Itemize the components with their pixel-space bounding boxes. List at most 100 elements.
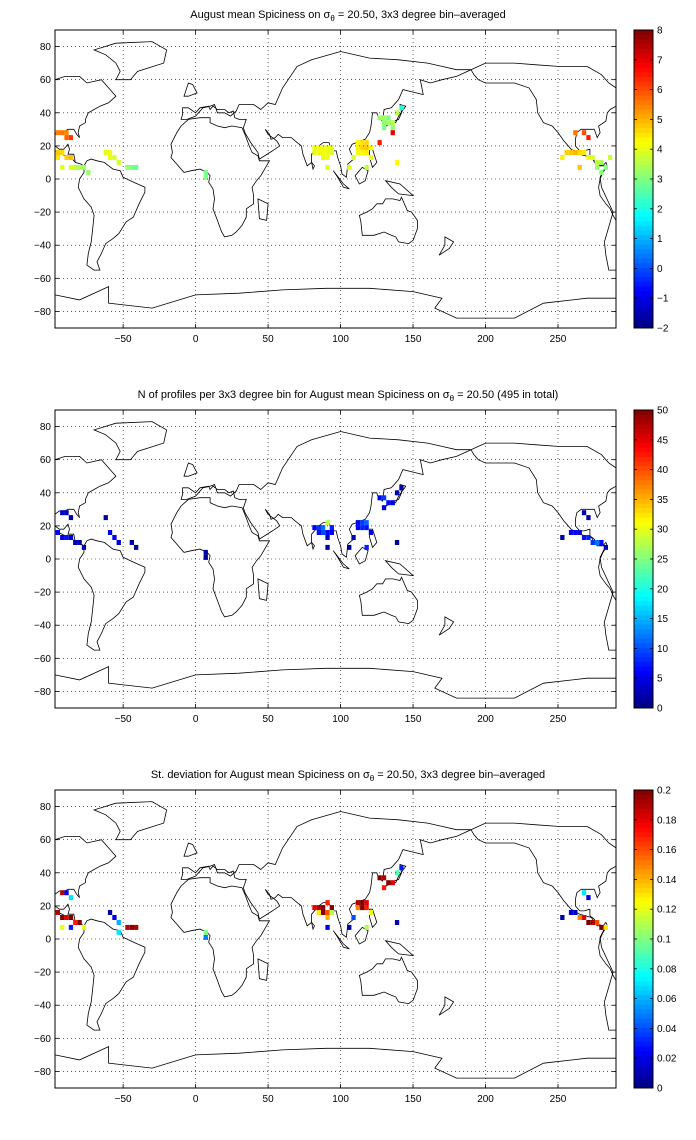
data-cell [386,120,391,126]
data-cell [86,169,91,175]
colorbar-segment [634,192,653,199]
colorbar-segment [634,461,653,467]
colorbar-segment [634,295,653,301]
data-cell [316,905,321,911]
colorbar-segment [634,1008,653,1014]
colorbar-segment [634,966,653,972]
colorbar-tick-label: 50 [657,406,669,417]
colorbar-segment [634,952,653,959]
colorbar-segment [634,948,653,954]
colorbar-segment [634,309,653,315]
colorbar-segment [634,281,653,287]
data-cell [107,530,113,535]
colorbar-segment [634,831,653,837]
data-cell [68,915,74,920]
coastline-13 [183,82,198,97]
x-tick-label: 50 [263,1094,275,1105]
y-tick-label: 40 [40,488,52,499]
data-cell [386,500,391,506]
data-cell [577,915,582,920]
colorbar-segment [634,113,653,119]
colorbar-segment [634,845,653,851]
colorbar-segment [634,540,653,546]
data-cell [394,920,400,925]
colorbar-segment [634,479,653,485]
data-cell [390,130,395,136]
colorbar-segment [634,572,653,579]
data-cell [573,910,578,915]
colorbar-tick-label: 0.18 [657,815,677,826]
colorbar-segment [634,183,653,189]
y-tick-label: −40 [34,241,51,252]
coastline-7 [470,442,616,651]
data-cell [581,130,587,136]
data-cell [573,530,578,535]
colorbar-segment [634,253,653,259]
colorbar-segment [634,230,653,236]
data-cell [81,164,87,170]
data-cell [577,530,582,535]
coastline-8 [354,546,369,565]
colorbar-segment [634,591,653,597]
colorbar-segment [634,57,653,63]
data-cell [116,160,121,165]
data-cell [325,924,330,930]
colorbar-segment [634,95,653,101]
data-cell [355,520,361,526]
data-cell [360,150,365,155]
colorbar-segment [634,906,653,912]
data-cell [364,900,369,906]
data-cell [329,145,334,151]
data-cell [381,885,387,891]
coastline-10 [384,560,415,577]
coastline-3 [180,811,472,939]
colorbar-segment [634,202,653,208]
data-cell [581,510,587,516]
data-cell [564,150,569,155]
data-cell [60,164,65,170]
colorbar-segment [634,799,653,805]
colorbar-segment [634,925,653,931]
data-cell [586,135,591,141]
colorbar-segment [634,323,653,329]
colorbar-tick-label: 7 [657,55,663,66]
data-cell [325,915,330,920]
coastline-2 [92,421,168,461]
panel-title: St. deviation for August mean Spiciness … [150,769,546,784]
colorbar-segment [634,822,653,828]
colorbar-segment [634,258,653,264]
coastline-4 [170,497,271,618]
colorbar-segment [634,911,653,917]
data-cell [364,905,369,911]
colorbar-segment [634,521,653,527]
colorbar-segment [634,939,653,945]
x-tick-label: −50 [115,334,132,345]
colorbar-segment [634,1036,653,1042]
data-cell [603,924,608,930]
data-cell [577,164,582,170]
colorbar-segment [634,596,653,602]
data-cell [116,540,121,545]
colorbar-tick-label: −1 [657,294,669,305]
colorbar-segment [634,855,653,861]
data-cell [312,150,317,155]
y-tick-label: −20 [34,588,51,599]
colorbar-segment [634,652,653,658]
data-cell [325,544,330,550]
data-cell [390,125,395,131]
colorbar-segment [634,155,653,161]
data-cell [107,150,113,155]
colorbar-segment [634,498,653,504]
data-cell [68,155,74,160]
data-cell [316,145,321,151]
coastline-0 [55,836,117,898]
colorbar-segment [634,314,653,320]
colorbar-tick-label: −2 [657,324,669,335]
y-tick-label: 80 [40,422,52,433]
colorbar-segment [634,1064,653,1070]
colorbar-tick-label: 45 [657,435,669,446]
x-tick-label: 200 [477,1094,494,1105]
data-cell [129,540,134,545]
colorbar-segment [634,428,653,434]
data-cell [568,910,574,915]
